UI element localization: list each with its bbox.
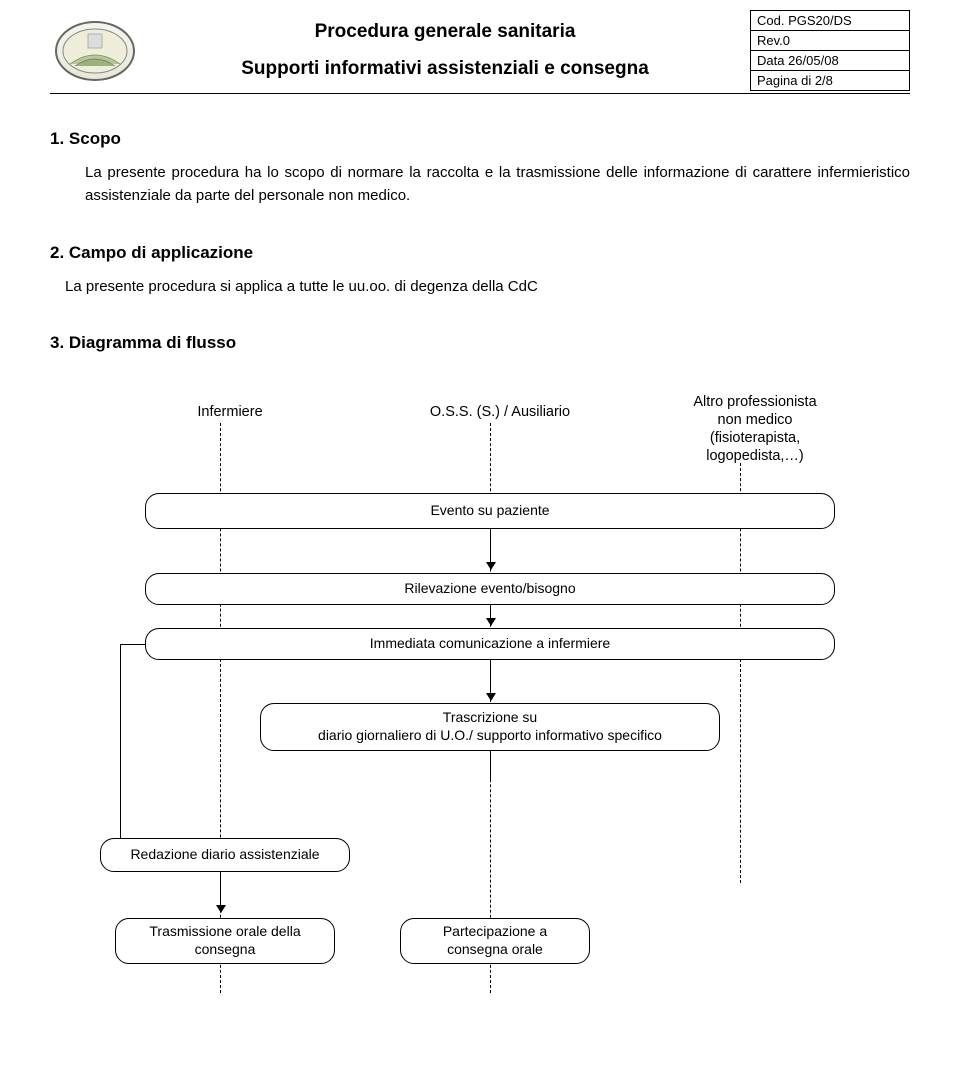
meta-data: Data 26/05/08 (751, 51, 909, 71)
lane-oss: O.S.S. (S.) / Ausiliario (400, 403, 600, 421)
node-rilevazione: Rilevazione evento/bisogno (145, 573, 835, 605)
meta-rev: Rev.0 (751, 31, 909, 51)
lane-altro: Altro professionista non medico (fisiote… (660, 393, 850, 466)
section-diagramma: 3. Diagramma di flusso Infermiere O.S.S.… (50, 333, 910, 1003)
heading-campo: 2. Campo di applicazione (50, 243, 910, 263)
conn-left-v (120, 644, 121, 854)
node-evento: Evento su paziente (145, 493, 835, 529)
flowchart: Infermiere O.S.S. (S.) / Ausiliario Altr… (100, 383, 860, 1003)
node-partecipazione: Partecipazione a consegna orale (400, 918, 590, 964)
logo-icon (55, 21, 135, 81)
logo-cell (50, 10, 140, 91)
node-comunicazione: Immediata comunicazione a infermiere (145, 628, 835, 660)
meta-box: Cod. PGS20/DS Rev.0 Data 26/05/08 Pagina… (750, 10, 910, 91)
title-main: Procedura generale sanitaria (140, 21, 750, 43)
node-redazione: Redazione diario assistenziale (100, 838, 350, 872)
arrow-1-2 (490, 529, 491, 569)
body-scopo: La presente procedura ha lo scopo di nor… (85, 161, 910, 208)
node-trascrizione: Trascrizione su diario giornaliero di U.… (260, 703, 720, 751)
heading-diagramma: 3. Diagramma di flusso (50, 333, 910, 353)
section-scopo: 1. Scopo La presente procedura ha lo sco… (50, 129, 910, 208)
arrow-3-4 (490, 660, 491, 700)
lane-infermiere: Infermiere (160, 403, 300, 421)
title-sub: Supporti informativi assistenziali e con… (140, 58, 750, 80)
meta-pagina: Pagina di 2/8 (751, 71, 909, 90)
section-campo: 2. Campo di applicazione La presente pro… (50, 243, 910, 298)
body-campo: La presente procedura si applica a tutte… (65, 275, 910, 298)
heading-scopo: 1. Scopo (50, 129, 910, 149)
arrow-2-3 (490, 605, 491, 625)
conn-left-h (120, 644, 145, 645)
title-cell: Procedura generale sanitaria Supporti in… (140, 10, 750, 91)
meta-cod: Cod. PGS20/DS (751, 11, 909, 31)
arrow-5-6 (220, 872, 221, 912)
page-header: Procedura generale sanitaria Supporti in… (50, 10, 910, 94)
conn-4-mid (490, 751, 491, 781)
node-trasmissione: Trasmissione orale della consegna (115, 918, 335, 964)
